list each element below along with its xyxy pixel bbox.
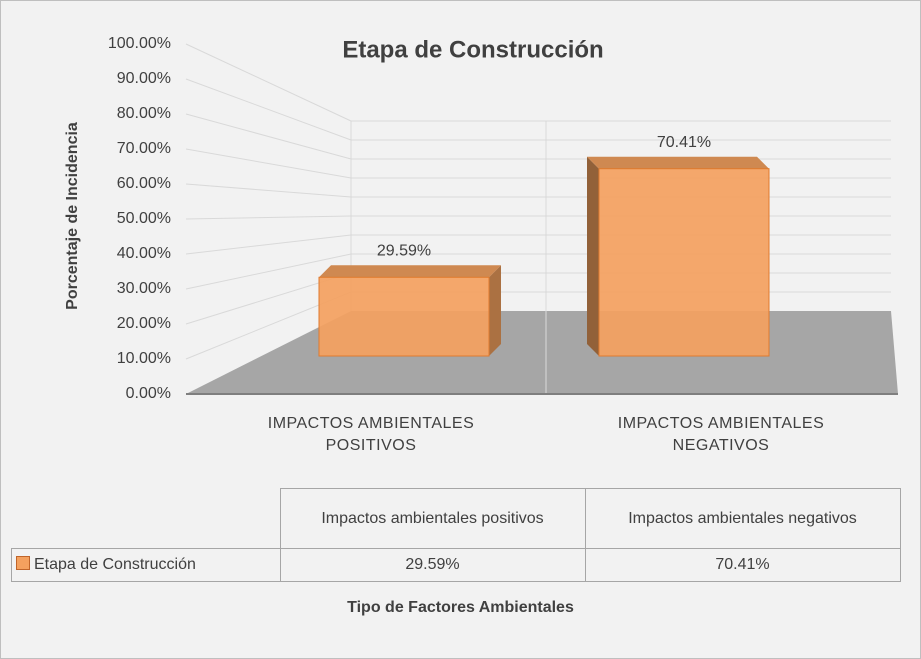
table-row-label: Etapa de Construcción	[11, 548, 281, 582]
x-tick-label: IMPACTOS AMBIENTALES NEGATIVOS	[617, 415, 825, 454]
data-table: Impactos ambientales positivos Impactos …	[11, 488, 901, 582]
y-axis-label: Porcentaje de Incidencia	[64, 122, 81, 310]
y-tick-label: 0.00%	[126, 385, 171, 402]
x-tick-label: IMPACTOS AMBIENTALES POSITIVOS	[267, 415, 475, 454]
y-tick-label: 80.00%	[117, 105, 171, 122]
grid-line	[185, 148, 352, 179]
y-tick-label: 70.00%	[117, 140, 171, 157]
y-tick-label: 30.00%	[117, 280, 171, 297]
bar	[318, 276, 490, 357]
y-tick-label: 10.00%	[117, 350, 171, 367]
table-corner	[11, 488, 281, 549]
data-label: 29.59%	[377, 243, 431, 260]
y-tick-label: 40.00%	[117, 245, 171, 262]
table-cell: 70.41%	[584, 548, 901, 582]
chart-title: Etapa de Construcción	[342, 36, 603, 63]
grid-line	[185, 215, 352, 220]
bar	[598, 168, 770, 357]
table-header: Impactos ambientales negativos	[584, 488, 901, 549]
floor	[186, 311, 898, 394]
y-tick-label: 100.00%	[108, 35, 171, 52]
y-tick-label: 20.00%	[117, 315, 171, 332]
bar-side	[587, 156, 599, 356]
grid-line	[185, 183, 352, 198]
legend-label: Etapa de Construcción	[34, 556, 196, 573]
y-tick-label: 90.00%	[117, 70, 171, 87]
data-label: 70.41%	[657, 134, 711, 151]
bar-top	[319, 265, 501, 278]
table-cell: 29.59%	[279, 548, 586, 582]
grid-line	[185, 43, 352, 122]
bar-side	[489, 265, 501, 356]
x-axis-label: Tipo de Factores Ambientales	[347, 599, 574, 616]
bar-top	[587, 156, 769, 169]
grid-line	[185, 113, 352, 160]
y-tick-label: 60.00%	[117, 175, 171, 192]
grid-line	[185, 234, 352, 255]
table-header: Impactos ambientales positivos	[279, 488, 586, 549]
y-tick-label: 50.00%	[117, 210, 171, 227]
grid-line	[185, 78, 352, 141]
legend-swatch	[16, 556, 30, 570]
grid-line	[185, 253, 352, 290]
